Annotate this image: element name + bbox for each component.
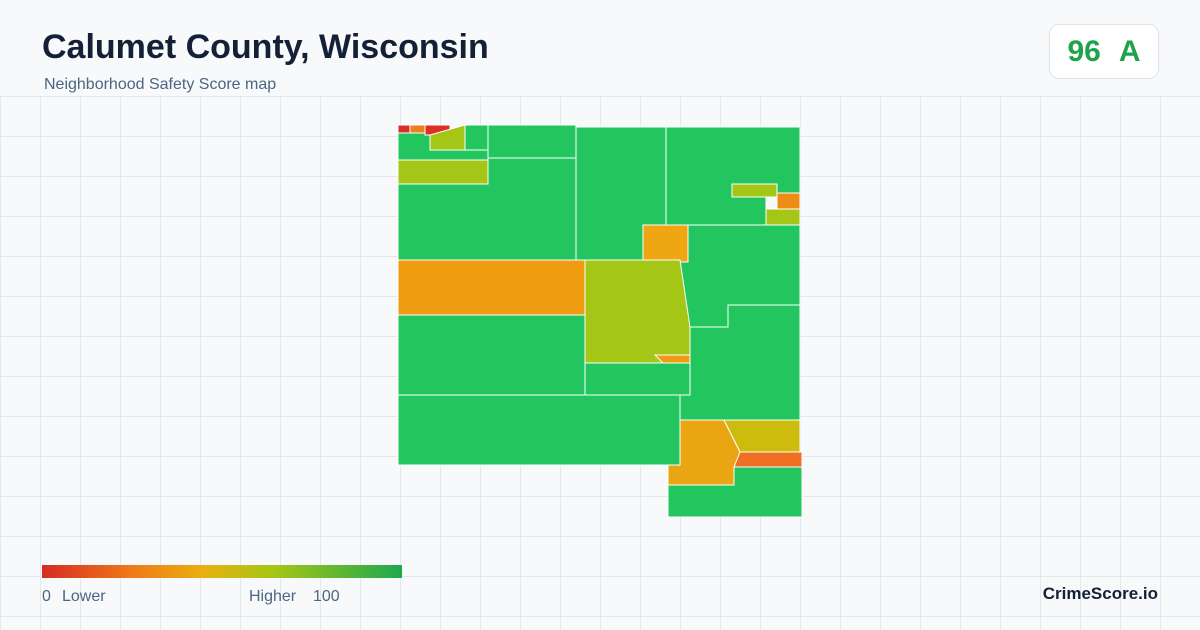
legend-gradient xyxy=(42,565,402,578)
subtitle: Neighborhood Safety Score map xyxy=(44,76,277,93)
tract xyxy=(733,451,803,468)
tract xyxy=(397,314,586,396)
tract xyxy=(409,124,426,134)
tract xyxy=(464,124,489,151)
tract xyxy=(642,224,689,263)
legend-max-label: Higher xyxy=(249,588,297,605)
tract xyxy=(397,124,411,134)
score-badge: 96 A xyxy=(1049,24,1159,79)
score-grade: A xyxy=(1118,34,1141,68)
tract xyxy=(397,259,586,316)
legend-min-label: Lower xyxy=(62,588,106,605)
brand: CrimeScore.io xyxy=(1042,584,1158,603)
title: Calumet County, Wisconsin xyxy=(42,28,489,66)
legend-min: 0 xyxy=(42,588,51,605)
tract xyxy=(584,362,691,396)
tract xyxy=(584,259,691,364)
tract xyxy=(765,208,801,226)
score-value: 96 xyxy=(1067,34,1101,68)
tract xyxy=(667,466,803,518)
tract xyxy=(776,192,801,210)
legend-max: 100 xyxy=(313,588,340,605)
tract xyxy=(397,159,489,185)
tract xyxy=(487,124,577,159)
header: Calumet County, Wisconsin Neighborhood S… xyxy=(0,0,1200,97)
tract xyxy=(397,394,681,466)
tract xyxy=(731,183,778,198)
